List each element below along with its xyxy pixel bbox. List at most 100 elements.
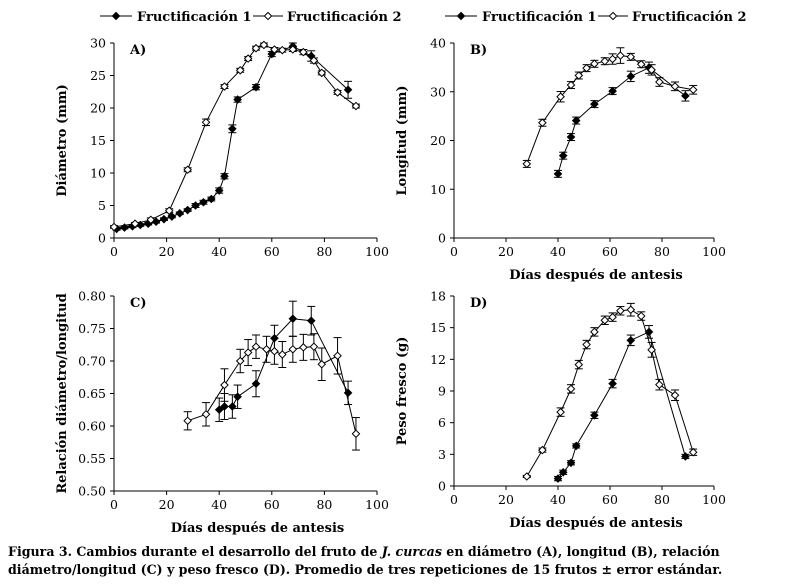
x-tick-label: 0: [110, 244, 118, 259]
data-point: [309, 56, 319, 65]
x-axis-label: Días después de antesis: [509, 268, 682, 283]
panel-c: 0 20 40 60 80 100 0.50 0.55 0.60 0.65 0.70 0.75 0.80…: [55, 289, 389, 537]
x-tick-label: 100: [702, 492, 726, 507]
data-point: [183, 205, 192, 215]
y-tick-label: 0.60: [78, 419, 106, 434]
y-tick-label: 15: [90, 133, 106, 148]
data-point: [220, 82, 229, 91]
x-tick-label: 100: [365, 244, 389, 259]
x-tick-label: 20: [159, 244, 175, 259]
legend-label: Fructificación 1: [137, 10, 252, 25]
data-point: [251, 342, 261, 352]
data-point: [616, 51, 625, 60]
series-line: [526, 309, 694, 477]
data-point: [288, 45, 298, 54]
y-axis-label: Relación diámetro/longitud: [55, 293, 70, 493]
data-point: [220, 171, 229, 181]
data-point: [647, 65, 656, 75]
legend-marker-filled: [456, 11, 466, 21]
panel-a: 0 20 40 60 80 100 0 5 10 15 20 25 30 A) Diámetro (mm): [55, 36, 389, 260]
data-point: [582, 340, 591, 349]
data-point: [590, 410, 599, 420]
data-point: [333, 88, 342, 97]
y-tick-label: 0.55: [78, 451, 106, 466]
x-tick-label: 80: [316, 497, 332, 512]
data-point: [590, 99, 599, 109]
data-point: [259, 40, 269, 50]
y-tick-label: 20: [430, 133, 446, 148]
data-point: [207, 194, 216, 204]
y-tick-label: 12: [430, 352, 446, 367]
panel-label: D): [470, 296, 487, 311]
data-point: [214, 186, 224, 195]
legend: Fructificación 1 Fructificación 2: [445, 10, 747, 25]
data-point: [333, 351, 342, 361]
x-tick-label: 20: [498, 244, 514, 259]
data-point: [626, 72, 636, 81]
x-axis-label: Días después de antesis: [509, 516, 682, 531]
data-point: [167, 212, 177, 221]
y-tick-label: 0: [438, 231, 446, 246]
series-fructificacion-1: [553, 61, 690, 179]
series-fructificacion-1: [214, 300, 353, 422]
data-point: [571, 441, 581, 451]
data-point: [201, 409, 211, 419]
data-point: [644, 327, 654, 337]
data-point: [566, 80, 576, 90]
data-point: [306, 316, 316, 326]
caption-species: J. curcas: [381, 544, 442, 559]
data-point: [251, 43, 261, 53]
data-point: [262, 344, 271, 354]
series-fructificacion-2: [522, 47, 698, 169]
data-point: [608, 312, 617, 322]
data-point: [243, 54, 253, 63]
data-point: [571, 116, 581, 125]
data-point: [183, 416, 192, 426]
data-point: [655, 77, 664, 87]
data-point: [681, 452, 690, 461]
x-tick-label: 40: [550, 244, 566, 259]
data-point: [278, 45, 287, 55]
data-point: [608, 379, 617, 388]
legend-label: Fructificación 2: [632, 10, 747, 25]
data-point: [566, 458, 576, 468]
y-tick-label: 0.70: [78, 354, 106, 369]
data-point: [251, 379, 261, 389]
y-tick-label: 18: [430, 289, 446, 304]
x-tick-label: 20: [498, 492, 514, 507]
x-tick-label: 40: [550, 492, 566, 507]
y-tick-label: 20: [90, 101, 106, 116]
y-tick-label: 5: [98, 198, 106, 213]
data-point: [317, 359, 327, 369]
data-point: [566, 384, 576, 394]
caption-pre: Figura 3. Cambios durante el desarrollo …: [8, 544, 382, 559]
data-point: [681, 91, 690, 101]
data-point: [655, 380, 664, 389]
y-tick-label: 25: [90, 68, 106, 83]
x-tick-label: 80: [316, 244, 332, 259]
x-axis-label: Días después de antesis: [171, 521, 344, 536]
y-tick-label: 0.50: [78, 484, 106, 499]
data-point: [522, 159, 532, 169]
series-fructificacion-2: [109, 40, 361, 232]
data-point: [214, 405, 224, 415]
figure-caption: Figura 3. Cambios durante el desarrollo …: [8, 543, 792, 579]
legend-marker-open: [263, 11, 273, 21]
data-point: [175, 208, 185, 218]
data-point: [228, 402, 237, 411]
y-axis-label: Longitud (mm): [395, 85, 410, 195]
x-tick-label: 100: [702, 244, 726, 259]
data-point: [626, 305, 636, 315]
data-point: [183, 165, 192, 175]
y-tick-label: 0: [438, 479, 446, 494]
y-tick-label: 0.65: [78, 386, 106, 401]
data-point: [317, 68, 327, 78]
panel-b: 0 20 40 60 80 100 0 10 20 30 40 B) Longitud (mm) Días…: [395, 36, 726, 284]
data-point: [309, 342, 319, 352]
x-tick-label: 60: [264, 244, 280, 259]
data-point: [220, 380, 229, 390]
data-point: [343, 85, 353, 95]
x-tick-label: 60: [602, 492, 618, 507]
data-point: [608, 86, 617, 96]
data-point: [626, 52, 636, 62]
